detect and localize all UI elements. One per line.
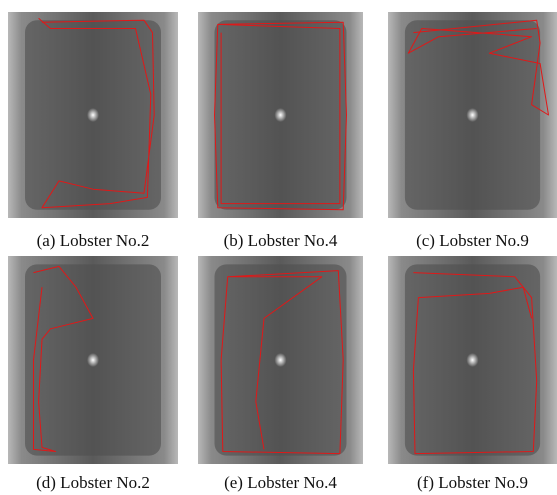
caption: (f) Lobster No.9 xyxy=(417,473,528,492)
caption: (e) Lobster No.4 xyxy=(224,473,337,492)
subfigure: (a) Lobster No.2 xyxy=(8,12,178,250)
subfigure: (e) Lobster No.4 xyxy=(198,256,363,492)
light-spot xyxy=(467,108,479,122)
figure: (a) Lobster No.2 (b) Lobster No.4 (c) Lobs… xyxy=(0,0,557,495)
caption: (a) Lobster No.2 xyxy=(37,231,150,250)
light-spot xyxy=(87,108,99,122)
light-spot xyxy=(275,108,287,122)
light-spot xyxy=(275,353,287,367)
subfigure: (b) Lobster No.4 xyxy=(198,12,363,250)
subfigure: (d) Lobster No.2 xyxy=(8,256,178,492)
light-spot xyxy=(467,353,479,367)
caption: (c) Lobster No.9 xyxy=(416,231,529,250)
caption: (b) Lobster No.4 xyxy=(224,231,338,250)
subfigure: (f) Lobster No.9 xyxy=(388,256,557,492)
light-spot xyxy=(87,353,99,367)
caption: (d) Lobster No.2 xyxy=(36,473,150,492)
subfigure: (c) Lobster No.9 xyxy=(388,12,557,250)
